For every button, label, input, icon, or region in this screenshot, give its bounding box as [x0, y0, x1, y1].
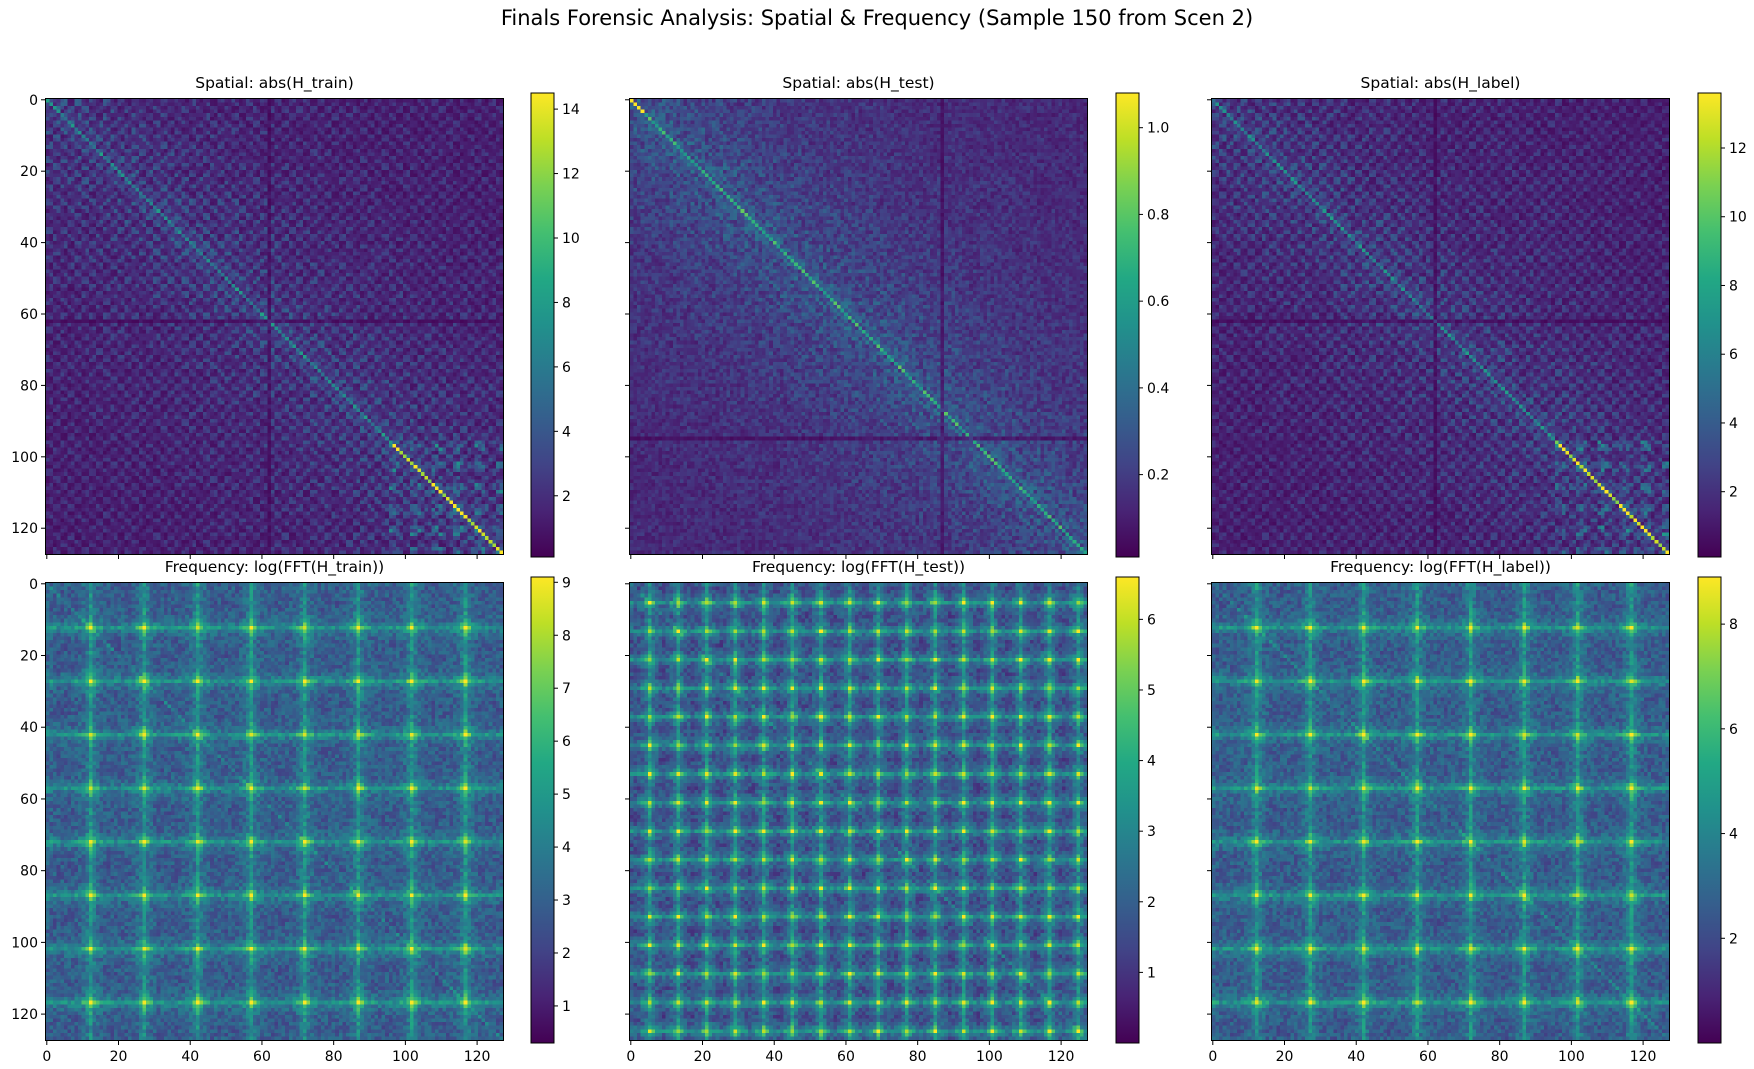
y-tick-label: 60 [20, 792, 38, 808]
colorbar [1115, 576, 1140, 1044]
heatmap-image [629, 582, 1088, 1041]
x-tick-label: 100 [392, 1049, 419, 1065]
colorbar-tick-label: 6 [1729, 722, 1738, 738]
x-tick-label: 60 [837, 1049, 855, 1065]
x-tick-label: 120 [1048, 1049, 1075, 1065]
colorbar-tick-label: 6 [562, 734, 571, 750]
y-tick-label: 80 [20, 378, 38, 394]
x-tick-label: 40 [181, 1049, 199, 1065]
x-tick-label: 20 [110, 1049, 128, 1065]
colorbar-tick-label: 4 [1147, 754, 1156, 770]
panel-title: Frequency: log(FFT(H_test)) [751, 558, 966, 576]
colorbar-tick-label: 10 [562, 231, 580, 247]
colorbar-tick-label: 1 [562, 999, 571, 1015]
colorbar-tick-label: 2 [562, 946, 571, 962]
figure-title: Finals Forensic Analysis: Spatial & Freq… [500, 6, 1254, 30]
y-tick-label: 40 [20, 236, 38, 252]
panel-title: Frequency: log(FFT(H_label)) [1330, 558, 1551, 576]
colorbar-tick-label: 1.0 [1147, 121, 1169, 137]
y-tick-label: 100 [11, 450, 38, 466]
x-tick-label: 80 [325, 1049, 343, 1065]
colorbar-tick-label: 6 [1729, 347, 1738, 363]
colorbar [530, 576, 555, 1044]
colorbar-tick-label: 2 [562, 489, 571, 505]
panel-title: Frequency: log(FFT(H_train)) [164, 558, 385, 576]
x-tick-label: 60 [1419, 1049, 1437, 1065]
colorbar-tick-label: 2 [1147, 895, 1156, 911]
x-tick-label: 60 [253, 1049, 271, 1065]
x-tick-label: 80 [909, 1049, 927, 1065]
colorbar-tick-label: 8 [1729, 278, 1738, 294]
colorbar-tick-label: 6 [1147, 612, 1156, 628]
x-tick-label: 0 [42, 1049, 51, 1065]
x-tick-label: 40 [765, 1049, 783, 1065]
heatmap-image [45, 582, 504, 1041]
colorbar-tick-label: 9 [562, 575, 571, 591]
heatmap-image [1211, 98, 1670, 555]
colorbar [1697, 92, 1722, 558]
colorbar-tick-label: 3 [562, 893, 571, 909]
y-tick-label: 100 [11, 935, 38, 951]
y-tick-label: 80 [20, 864, 38, 880]
colorbar [530, 92, 555, 558]
colorbar-tick-label: 12 [562, 167, 580, 183]
y-tick-label: 120 [11, 1007, 38, 1023]
colorbar-tick-label: 0.6 [1147, 294, 1169, 310]
colorbar-tick-label: 5 [1147, 683, 1156, 699]
x-tick-label: 20 [1276, 1049, 1294, 1065]
colorbar-tick-label: 14 [562, 102, 580, 118]
colorbar-tick-label: 1 [1147, 965, 1156, 981]
colorbar-tick-label: 0.2 [1147, 468, 1169, 484]
heatmap-image [45, 98, 504, 555]
x-tick-label: 80 [1491, 1049, 1509, 1065]
y-tick-label: 40 [20, 720, 38, 736]
colorbar-tick-label: 2 [1729, 485, 1738, 501]
colorbar-tick-label: 0.4 [1147, 381, 1169, 397]
x-tick-label: 120 [1630, 1049, 1657, 1065]
colorbar-tick-label: 0.8 [1147, 207, 1169, 223]
colorbar-tick-label: 8 [562, 295, 571, 311]
panel-title: Spatial: abs(H_test) [782, 74, 935, 92]
colorbar-tick-label: 8 [562, 628, 571, 644]
colorbar-tick-label: 4 [562, 424, 571, 440]
panel-title: Spatial: abs(H_label) [1360, 74, 1521, 92]
x-tick-label: 0 [1208, 1049, 1217, 1065]
colorbar-tick-label: 3 [1147, 824, 1156, 840]
colorbar-tick-label: 7 [562, 681, 571, 697]
y-tick-label: 20 [20, 649, 38, 665]
x-tick-label: 100 [976, 1049, 1003, 1065]
y-tick-label: 120 [11, 521, 38, 537]
colorbar-tick-label: 10 [1729, 210, 1747, 226]
x-tick-label: 20 [694, 1049, 712, 1065]
colorbar-tick-label: 8 [1729, 617, 1738, 633]
x-tick-label: 100 [1558, 1049, 1585, 1065]
panel-title: Spatial: abs(H_train) [195, 74, 354, 92]
heatmap-image [629, 98, 1088, 555]
colorbar-tick-label: 4 [562, 840, 571, 856]
colorbar-tick-label: 12 [1729, 141, 1747, 157]
y-tick-label: 60 [20, 307, 38, 323]
colorbar-tick-label: 5 [562, 787, 571, 803]
y-tick-label: 0 [29, 577, 38, 593]
colorbar [1697, 576, 1722, 1044]
colorbar-tick-label: 4 [1729, 827, 1738, 843]
colorbar-tick-label: 2 [1729, 931, 1738, 947]
x-tick-label: 120 [464, 1049, 491, 1065]
colorbar-tick-label: 6 [562, 360, 571, 376]
y-tick-label: 20 [20, 164, 38, 180]
y-tick-label: 0 [29, 93, 38, 109]
x-tick-label: 0 [626, 1049, 635, 1065]
colorbar [1115, 92, 1140, 558]
colorbar-tick-label: 4 [1729, 416, 1738, 432]
x-tick-label: 40 [1347, 1049, 1365, 1065]
heatmap-image [1211, 582, 1670, 1041]
